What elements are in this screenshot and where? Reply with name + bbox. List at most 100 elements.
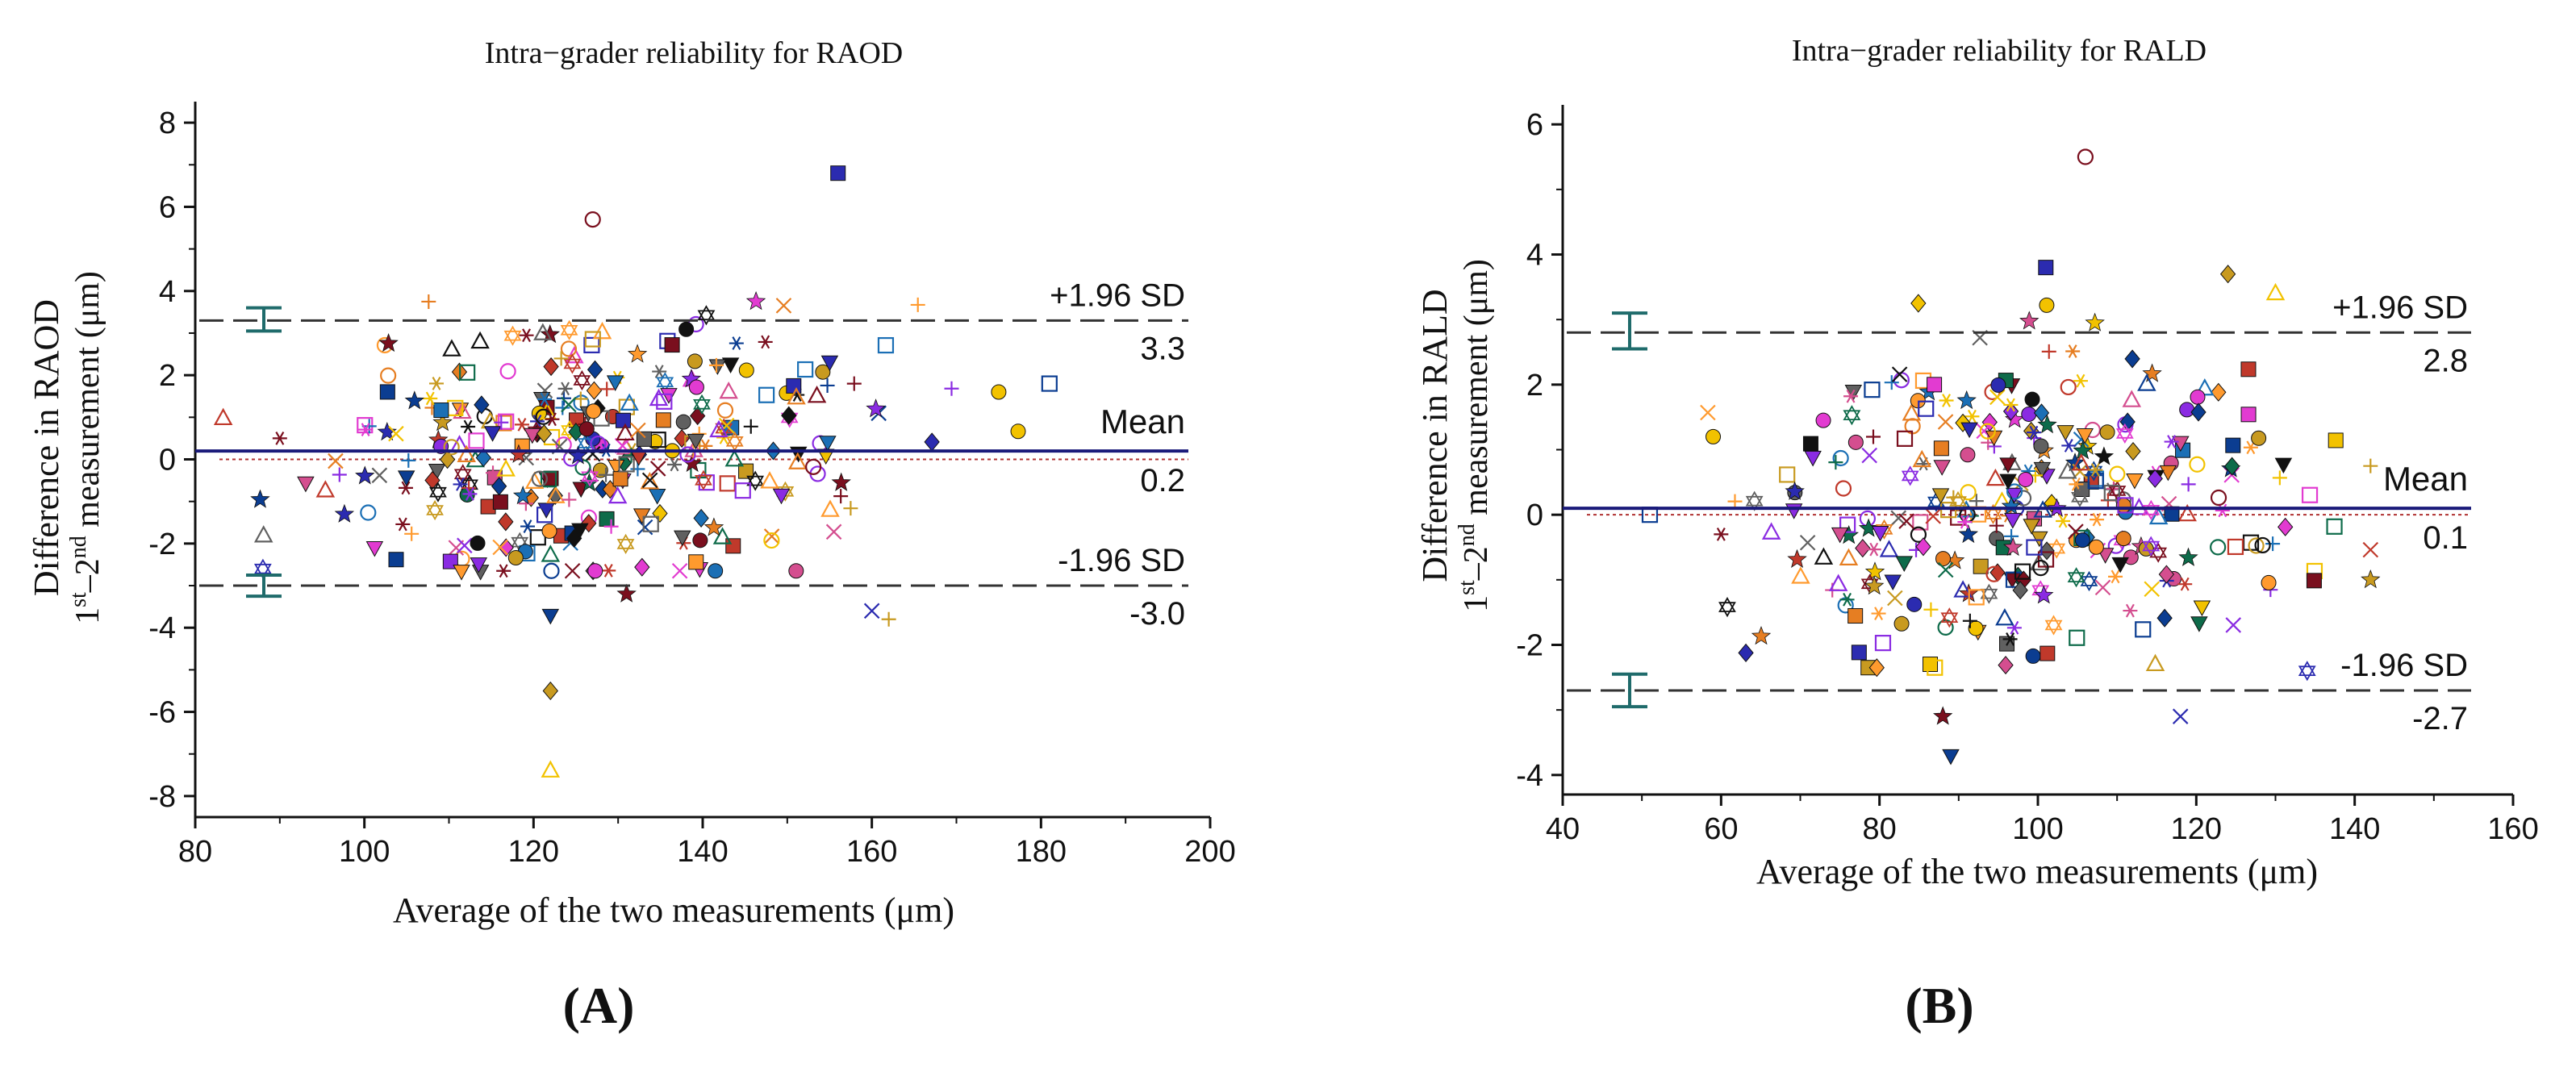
- panel-b-point: [2108, 569, 2123, 584]
- panel-b-point: [1700, 404, 1716, 421]
- panel-a-point: [404, 526, 420, 541]
- panel-b-point: [2159, 465, 2177, 482]
- panel-b-point: [1761, 522, 1781, 540]
- panel-a-point: [553, 351, 569, 366]
- panel-a-point: [512, 485, 533, 505]
- panel-b-point: [2251, 430, 2267, 446]
- panel-a-lower-loa-label: -1.96 SD: [1058, 543, 1185, 578]
- panel-a-y-tick-label: 4: [159, 275, 176, 309]
- panel-a-point: [820, 377, 835, 393]
- panel-b-mean-value: 0.1: [2423, 520, 2468, 556]
- panel-a-y-axis-label-line1: Difference in RAOD: [27, 299, 66, 596]
- panel-b-point: [1902, 403, 1922, 421]
- panel-b-point: [2123, 603, 2138, 618]
- panel-a-point: [833, 489, 849, 504]
- panel-b-point: [2103, 484, 2120, 502]
- panel-b-point: [1745, 490, 1764, 507]
- panel-a-y-tick-label: -8: [148, 780, 176, 814]
- panel-a-point: [944, 381, 959, 396]
- panel-b-point: [2215, 503, 2230, 518]
- panel-b-point: [2002, 402, 2019, 421]
- panel-a-point: [729, 336, 744, 350]
- panel-b-point: [1998, 655, 2014, 675]
- panel-b-point: [2126, 473, 2144, 490]
- panel-a-point: [459, 364, 476, 381]
- panel-a-x-tick-label: 80: [178, 835, 212, 869]
- panel-a-point: [991, 384, 1007, 400]
- panel-b-point: [1828, 455, 1843, 470]
- panel-a-point: [695, 469, 712, 486]
- panel-a-point: [494, 415, 509, 430]
- panel-a-point: [421, 294, 436, 309]
- panel-b: Intra−grader reliability for RALD Differ…: [1415, 34, 2539, 1034]
- panel-b-point: [1779, 466, 1796, 483]
- panel-a-point: [541, 544, 561, 562]
- panel-b-point: [1804, 450, 1822, 467]
- panel-b-point: [1989, 518, 2004, 533]
- panel-a-point: [656, 372, 674, 388]
- panel-a-point: [637, 519, 653, 536]
- panel-b-point: [1940, 612, 1959, 628]
- panel-a-point: [519, 328, 534, 343]
- panel-a-point: [483, 426, 502, 442]
- panel-a-point: [708, 357, 724, 373]
- panel-b-point: [1864, 561, 1885, 581]
- panel-b-point: [1718, 602, 1736, 618]
- panel-b-point: [1858, 518, 1879, 537]
- panel-b-point: [2111, 557, 2129, 574]
- panel-b-point: [2080, 570, 2098, 586]
- panel-b-point: [2109, 465, 2126, 482]
- panel-b-point: [1939, 394, 1954, 407]
- panel-a-point: [656, 393, 673, 410]
- panel-b-point: [2144, 581, 2160, 598]
- panel-a-point: [332, 467, 347, 482]
- panel-b-point: [1871, 607, 1886, 620]
- panel-a-points: [213, 165, 1058, 778]
- panel-a-point: [674, 530, 691, 547]
- panel-b-point: [2023, 519, 2040, 535]
- panel-a-point: [807, 386, 827, 403]
- panel-a-point: [543, 357, 559, 377]
- panel-b-point: [1912, 449, 1932, 468]
- panel-a-point: [630, 422, 646, 439]
- panel-b-point: [1990, 377, 2006, 393]
- panel-b-y-tick-label: 2: [1526, 369, 1543, 403]
- panel-b-point: [1962, 613, 1977, 628]
- panel-a-point: [560, 340, 578, 357]
- panel-a-point: [388, 552, 404, 568]
- panel-a-point: [725, 431, 744, 447]
- panel-a-point: [371, 467, 388, 484]
- panel-a-point: [682, 453, 703, 473]
- panel-b-point: [2123, 549, 2139, 565]
- panel-b-upper-loa-value: 2.8: [2423, 343, 2468, 378]
- panel-b-point: [1984, 503, 2002, 519]
- panel-a-upper-loa-label: +1.96 SD: [1050, 277, 1185, 313]
- panel-a-mean-label: Mean: [1100, 403, 1185, 440]
- panel-b-point: [2240, 361, 2257, 377]
- panel-b-point: [1874, 635, 1892, 652]
- panel-b-point: [1937, 414, 1954, 430]
- panel-b-point: [1942, 749, 1960, 765]
- panel-a-point: [443, 439, 460, 456]
- panel-a-point: [819, 436, 837, 452]
- panel-a-point: [584, 211, 601, 228]
- panel-b-point: [1957, 515, 1973, 529]
- panel-b-point: [1995, 608, 2014, 626]
- panel-b-point: [2071, 486, 2089, 503]
- panel-a-point: [679, 446, 696, 463]
- panel-a-point: [377, 421, 397, 441]
- panel-b-point: [1815, 412, 1831, 428]
- panel-a-point: [693, 508, 709, 528]
- panel-b-point: [2060, 378, 2077, 396]
- panel-b-point: [2073, 373, 2088, 388]
- panel-a-point: [678, 321, 695, 337]
- panel-a-point: [404, 390, 424, 410]
- panel-a-point: [365, 540, 384, 557]
- panel-b-point: [2227, 538, 2244, 556]
- panel-b-point: [2122, 390, 2142, 407]
- panel-a-point: [656, 377, 674, 393]
- panel-a-point: [379, 384, 395, 400]
- panel-b-x-tick-label: 160: [2487, 812, 2538, 846]
- panel-a-x-tick-label: 140: [677, 835, 728, 869]
- panel-b-point: [1999, 457, 2017, 473]
